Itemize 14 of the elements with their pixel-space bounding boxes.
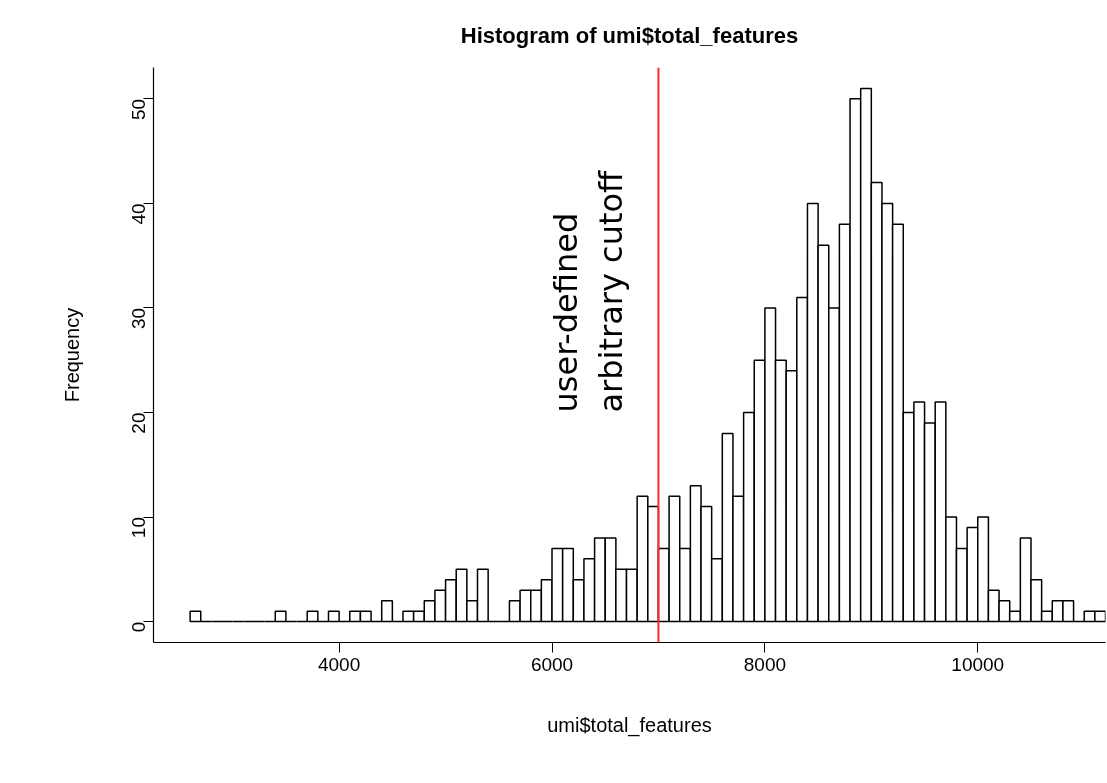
x-tick-label: 8000 [743,653,787,675]
y-tick-label: 10 [128,517,149,539]
y-tick-label: 0 [128,621,149,633]
x-axis-title: umi$total_features [547,713,712,737]
y-axis-title: Frequency [60,307,83,403]
chart-title: Histogram of umi$total_features [460,22,799,48]
y-tick-label: 30 [128,307,149,330]
x-tick-label: 10000 [951,653,1005,675]
y-tick-label: 20 [128,412,149,434]
y-tick-label: 50 [128,98,149,120]
ref-line-label: user-defined arbitrary cutoff [546,169,631,413]
y-tick-label: 40 [128,203,149,225]
x-tick-label: 4000 [318,653,361,675]
x-tick-label: 6000 [530,653,574,675]
